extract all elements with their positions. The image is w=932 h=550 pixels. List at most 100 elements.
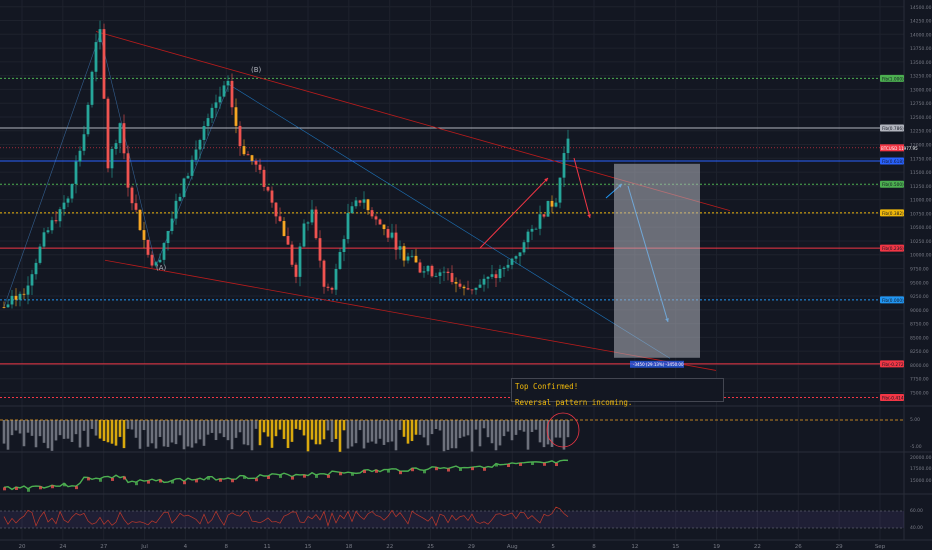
candle-body: [362, 199, 366, 203]
osc1-bar: [42, 420, 46, 443]
osc1-bar: [490, 420, 494, 444]
osc1-bar: [94, 420, 98, 436]
time-tick-label: 29: [836, 544, 843, 550]
osc1-bar: [74, 420, 78, 435]
osc2-fill: [483, 467, 486, 471]
osc2-fill: [423, 470, 426, 474]
osc1-bar: [262, 420, 266, 433]
osc1-bar: [486, 420, 490, 438]
candle-body: [342, 239, 346, 253]
annotation-box[interactable]: Top Confirmed! Reversal pattern incoming…: [511, 378, 724, 407]
osc1-bar: [466, 420, 470, 436]
candle-body: [218, 96, 222, 103]
candle-body: [114, 143, 118, 149]
annotation-line-2: Reversal pattern incoming.: [515, 398, 633, 407]
candle-body: [378, 219, 382, 225]
osc1-bar: [390, 420, 394, 442]
candle-body: [518, 252, 522, 257]
osc1-bar: [374, 420, 378, 444]
price-tick-label: 11750.00: [910, 156, 932, 162]
osc1-bar: [526, 420, 530, 450]
osc1-bar: [138, 420, 142, 449]
osc1-bar: [382, 420, 386, 445]
osc2-fill: [519, 462, 522, 466]
red-up-arrow-head: [544, 178, 548, 182]
osc1-bar: [46, 420, 50, 449]
osc2-fill: [135, 482, 138, 486]
candle-body: [406, 256, 410, 261]
candle-body: [422, 271, 426, 273]
candle-body: [214, 102, 218, 108]
osc1-bar: [538, 420, 542, 443]
osc1-bar: [554, 420, 558, 438]
fib-label: Fib(0.500): [882, 182, 904, 188]
candle-body: [42, 232, 46, 247]
osc1-bar: [438, 420, 442, 431]
time-tick-label: Aug: [507, 544, 518, 550]
osc1-bar: [86, 420, 90, 447]
candle-body: [462, 286, 466, 289]
osc1-bar: [478, 420, 482, 447]
osc1-bar: [326, 420, 330, 431]
osc1-bar: [110, 420, 114, 444]
candle-body: [302, 223, 306, 247]
projection: -3450 (29.13%) -3450.00: [614, 163, 700, 368]
red-up-arrow: [479, 177, 549, 249]
osc1-bar: [506, 420, 510, 432]
osc1-bar: [510, 420, 514, 441]
red-down-arrow: [573, 157, 591, 219]
osc2-fill: [411, 468, 414, 472]
candle-body: [134, 203, 138, 210]
osc1-bar: [34, 420, 38, 448]
time-tick-label: 19: [713, 544, 720, 550]
candle-body: [386, 229, 390, 238]
candle-body: [2, 307, 6, 308]
osc2-fill: [507, 464, 510, 468]
price-tick-label: 12750.00: [910, 101, 932, 107]
candle-body: [226, 80, 230, 86]
candle-body: [238, 125, 242, 147]
price-tick-label: 9000.00: [910, 308, 929, 314]
candle-body: [542, 214, 546, 217]
osc1-bar: [394, 420, 398, 451]
candle-body: [454, 281, 458, 284]
candle-body: [510, 258, 514, 265]
candle-body: [102, 29, 106, 99]
osc2-fill: [51, 485, 54, 489]
osc1-bar: [226, 420, 230, 441]
osc1-bar: [514, 420, 518, 435]
osc2-fill: [363, 470, 366, 474]
candle-body: [74, 161, 78, 184]
price-tick-label: 14500.00: [910, 5, 932, 11]
time-tick-label: 12: [631, 544, 638, 550]
time-tick-label: 4: [184, 544, 188, 550]
candle-body: [142, 230, 146, 240]
candle-body: [314, 209, 318, 239]
fib-label: Fib(0.786): [882, 126, 904, 132]
osc1-tick: -5.00: [910, 444, 922, 450]
candle-body: [98, 29, 102, 43]
wave-label-a: (A): [156, 264, 167, 272]
time-tick-label: 20: [19, 544, 26, 550]
rsi-tick: 60.00: [910, 508, 923, 514]
candle-body: [174, 200, 178, 219]
time-tick-label: 11: [264, 544, 271, 550]
fib-label-box: [880, 393, 904, 401]
osc1-bar: [454, 420, 458, 449]
price-tick-label: 13000.00: [910, 87, 932, 93]
candle-body: [418, 262, 422, 273]
price-axis[interactable]: 14500.00 14250.00 14000.00 13750.00 13500.00…: [910, 5, 932, 397]
time-axis[interactable]: 20 24 27 Jul 4 8 11 15 18 22 25 29 Aug 5 8 12 15 19 22 26 29…: [19, 544, 886, 550]
time-tick-label: Sep: [875, 544, 886, 550]
fib-levels: Fib(1.000) Fib(0.786) Fib(0.618) Fib(0.500)…: [0, 74, 918, 401]
fib-label-box: [880, 209, 904, 217]
candle-body: [270, 190, 274, 203]
time-tick-label: Jul: [140, 544, 148, 550]
osc1-bar: [174, 420, 178, 445]
candle-body: [154, 262, 158, 266]
candle-body: [170, 218, 174, 231]
osc1-bar: [286, 420, 290, 449]
osc1-bar: [2, 420, 6, 444]
time-tick-label: 8: [592, 544, 596, 550]
